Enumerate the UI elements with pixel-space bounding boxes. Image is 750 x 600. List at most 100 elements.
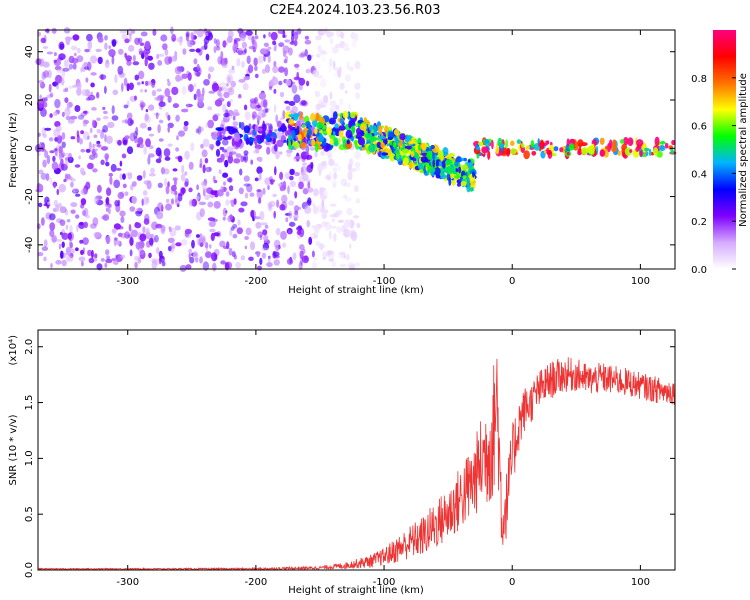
spectrogram-cell	[52, 155, 56, 162]
spectrogram-cell	[600, 149, 604, 157]
spectrogram-cell	[207, 201, 214, 208]
spectrogram-cell	[343, 47, 350, 52]
spectrogram-cell	[332, 111, 338, 120]
spectrogram-cell	[190, 32, 194, 40]
spectrogram-cell	[133, 255, 141, 261]
spectrogram-cell	[180, 173, 186, 182]
spectrogram-cell	[294, 141, 300, 149]
spectrogram-cell	[67, 85, 74, 89]
spectrogram-cell	[68, 234, 73, 240]
spectrogram-cell	[108, 45, 112, 50]
spectrogram-cell	[249, 100, 257, 110]
spectrogram-cell	[410, 151, 415, 158]
spectrogram-cell	[313, 224, 321, 233]
spectrogram-cell	[340, 178, 347, 186]
spectrogram-cell	[223, 112, 230, 118]
spectrogram-cell	[316, 121, 324, 129]
spectrogram-cell	[121, 33, 128, 40]
spectrogram-cell	[477, 141, 484, 147]
spectrogram-cell	[437, 150, 444, 159]
spectrogram-cell	[128, 45, 135, 52]
spectrogram-cell	[315, 112, 320, 122]
spectrogram-cell	[58, 53, 66, 60]
spectrogram-cell	[339, 82, 345, 90]
spectrogram-cell	[102, 214, 110, 221]
spectrogram-cell	[195, 195, 200, 200]
snr-y-label: SNR (10 * v/v)	[8, 414, 19, 485]
spectrogram-cell	[322, 251, 328, 259]
spectrogram-cell	[90, 82, 95, 88]
spectrogram-cell	[189, 48, 196, 53]
spectrogram-cell	[164, 88, 171, 97]
spectrogram-cell	[347, 171, 353, 181]
spectrogram-cell	[39, 82, 46, 89]
spectrogram-cell	[76, 87, 82, 96]
spectrogram-cell	[276, 120, 282, 128]
spectrogram-cell	[268, 85, 273, 91]
spectrogram-cell	[329, 91, 333, 100]
spectrogram-cell	[204, 241, 209, 249]
spectrogram-cell	[326, 31, 333, 38]
spectrogram-cell	[106, 187, 112, 196]
spectrogram-cell	[114, 74, 118, 84]
spectrogram-cell	[175, 114, 180, 122]
spectrogram-cell	[136, 81, 141, 86]
spectrogram-cell	[355, 92, 361, 100]
spectrogram-cell	[239, 168, 243, 176]
spectrogram-cell	[45, 173, 50, 181]
spectrogram-cell	[143, 196, 149, 205]
spectrogram-cell	[252, 41, 258, 51]
spectrogram-cell	[280, 117, 283, 121]
spectrogram-cell	[254, 105, 262, 112]
spectrogram-cell	[272, 251, 280, 257]
spectrogram-cell	[467, 159, 471, 163]
spectrogram-cell	[317, 204, 323, 214]
spectrogram-cell	[135, 126, 139, 136]
spectrogram-cell	[106, 255, 110, 260]
spectrogram-cell	[44, 150, 49, 159]
spectrogram-cell	[142, 226, 146, 234]
spectrogram-cell	[164, 156, 171, 161]
spectrogram-cell	[41, 217, 45, 226]
spectrogram-cell	[264, 64, 271, 74]
spectrogram-cell	[275, 150, 280, 160]
spectrogram-cell	[207, 119, 215, 129]
spectrogram-cell	[191, 198, 198, 207]
spectrogram-cell	[227, 35, 233, 44]
spectrogram-cell	[348, 158, 355, 167]
spectrogram-cell	[321, 222, 325, 228]
spectrogram-cell	[182, 48, 187, 55]
spectrogram-region	[473, 136, 677, 160]
spectrogram-cell	[66, 102, 70, 112]
spectrogram-cell	[222, 139, 229, 146]
spectrogram-cell	[306, 179, 312, 183]
spectrogram-cell	[353, 140, 358, 145]
spectrogram-cell	[339, 118, 344, 124]
spectrogram-cell	[448, 176, 452, 186]
spectrogram-cell	[78, 256, 86, 262]
spectrogram-cell	[158, 250, 163, 259]
spectrogram-cell	[298, 261, 303, 271]
spectrogram-cell	[235, 261, 242, 269]
spectrogram-cell	[140, 31, 148, 37]
snr-series-line	[37, 357, 676, 572]
spectrogram-cell	[63, 179, 66, 183]
spectrogram-cell	[143, 146, 148, 155]
spectrogram-cell	[248, 137, 256, 142]
spectrogram-cell	[265, 122, 270, 126]
spectrogram-cell	[174, 225, 181, 231]
snr-x-tick-label: -200	[245, 577, 268, 588]
spectrogram-cell	[91, 119, 95, 128]
spectrogram-cell	[218, 169, 222, 175]
spectrogram-cell	[279, 151, 283, 155]
spectrogram-cell	[574, 142, 579, 149]
spectrogram-cell	[487, 150, 491, 160]
spectrogram-cell	[243, 104, 248, 111]
spectrogram-cell	[125, 118, 128, 125]
spectrogram-cell	[228, 126, 235, 135]
spectrogram-cell	[639, 150, 643, 157]
spectrogram-cell	[121, 82, 124, 92]
spectrogram-cell	[273, 88, 277, 94]
spectrogram-cell	[217, 97, 225, 102]
spectrogram-cell	[179, 264, 187, 272]
